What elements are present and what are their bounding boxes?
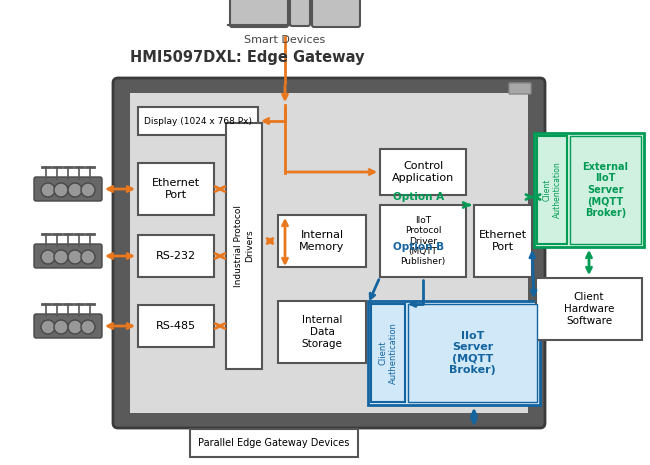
Text: Parallel Edge Gateway Devices: Parallel Edge Gateway Devices	[198, 438, 350, 448]
Text: Client
Authentication: Client Authentication	[542, 162, 562, 219]
Circle shape	[68, 320, 82, 334]
FancyBboxPatch shape	[371, 304, 405, 402]
FancyBboxPatch shape	[474, 205, 532, 277]
FancyBboxPatch shape	[537, 136, 567, 244]
FancyBboxPatch shape	[534, 133, 644, 247]
FancyBboxPatch shape	[368, 301, 540, 405]
FancyBboxPatch shape	[138, 107, 258, 135]
FancyBboxPatch shape	[34, 314, 102, 338]
Circle shape	[41, 250, 55, 264]
Circle shape	[81, 183, 95, 197]
Text: Option A: Option A	[393, 192, 444, 202]
FancyBboxPatch shape	[278, 301, 366, 363]
Text: IIoT
Protocol
Driver
(MQTT
Publisher): IIoT Protocol Driver (MQTT Publisher)	[400, 216, 446, 266]
FancyBboxPatch shape	[138, 163, 214, 215]
Text: Smart Devices: Smart Devices	[244, 35, 326, 45]
Circle shape	[81, 250, 95, 264]
FancyBboxPatch shape	[34, 244, 102, 268]
Text: Internal
Data
Storage: Internal Data Storage	[302, 315, 343, 349]
Text: Control
Application: Control Application	[392, 161, 454, 183]
Text: Internal
Memory: Internal Memory	[299, 230, 344, 252]
FancyBboxPatch shape	[113, 78, 545, 428]
Text: HMI5097DXL: Edge Gateway: HMI5097DXL: Edge Gateway	[130, 49, 365, 65]
FancyBboxPatch shape	[190, 429, 358, 457]
Text: RS-232: RS-232	[156, 251, 196, 261]
FancyBboxPatch shape	[278, 215, 366, 267]
Text: Client
Authentication: Client Authentication	[378, 322, 398, 384]
Text: Ethernet
Port: Ethernet Port	[479, 230, 527, 252]
Circle shape	[54, 183, 68, 197]
Text: Option B: Option B	[393, 242, 444, 252]
FancyBboxPatch shape	[130, 93, 528, 413]
FancyBboxPatch shape	[138, 305, 214, 347]
Text: Industrial Protocol
Drivers: Industrial Protocol Drivers	[234, 205, 254, 287]
FancyBboxPatch shape	[312, 0, 360, 27]
Text: Display (1024 x 768 Px): Display (1024 x 768 Px)	[144, 117, 252, 126]
Circle shape	[81, 320, 95, 334]
FancyBboxPatch shape	[138, 235, 214, 277]
FancyBboxPatch shape	[290, 0, 310, 26]
FancyBboxPatch shape	[536, 278, 642, 340]
Circle shape	[54, 250, 68, 264]
FancyBboxPatch shape	[380, 205, 466, 277]
FancyBboxPatch shape	[408, 304, 537, 402]
Circle shape	[54, 320, 68, 334]
Text: External
IIoT
Server
(MQTT
Broker): External IIoT Server (MQTT Broker)	[582, 162, 629, 218]
Circle shape	[68, 183, 82, 197]
FancyBboxPatch shape	[34, 177, 102, 201]
FancyBboxPatch shape	[570, 136, 641, 244]
Text: RS-485: RS-485	[156, 321, 196, 331]
FancyBboxPatch shape	[230, 0, 288, 27]
FancyBboxPatch shape	[509, 83, 531, 94]
Text: Client
Hardware
Software: Client Hardware Software	[564, 292, 614, 326]
Circle shape	[41, 183, 55, 197]
Text: IIoT
Server
(MQTT
Broker): IIoT Server (MQTT Broker)	[449, 331, 496, 375]
Text: Ethernet
Port: Ethernet Port	[152, 178, 200, 200]
FancyBboxPatch shape	[380, 149, 466, 195]
Circle shape	[41, 320, 55, 334]
Circle shape	[68, 250, 82, 264]
FancyBboxPatch shape	[226, 123, 262, 369]
